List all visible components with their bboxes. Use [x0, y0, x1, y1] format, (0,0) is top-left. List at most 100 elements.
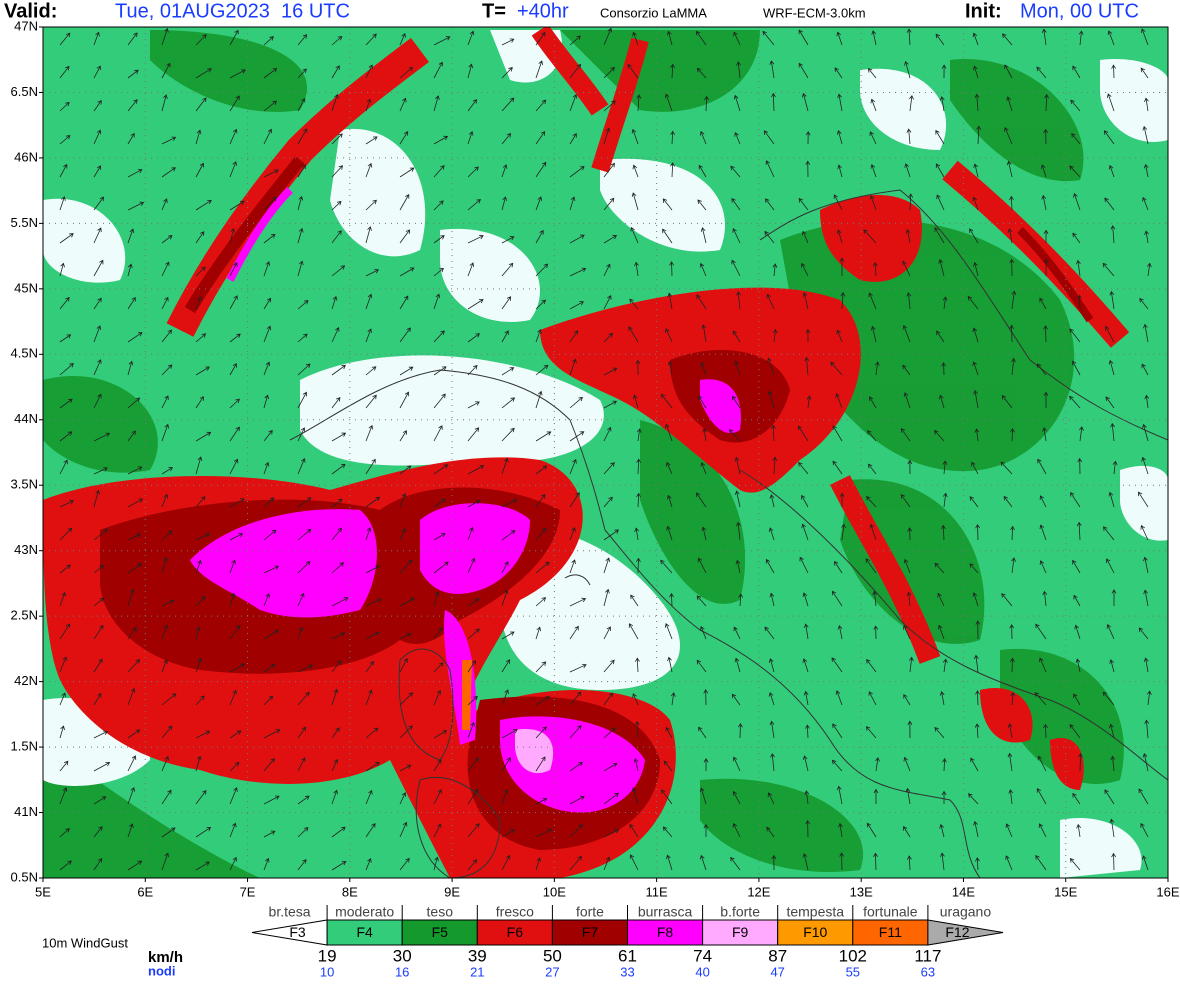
wind-arrow [972, 327, 979, 343]
wind-arrow [297, 333, 308, 343]
wind-arrow [1143, 163, 1149, 178]
wind-arrow [762, 30, 775, 46]
wind-arrow [195, 456, 203, 475]
wind-arrow [535, 431, 552, 442]
wind-arrow [603, 529, 620, 541]
class-name: fortunale [863, 904, 918, 920]
wind-arrow [603, 426, 612, 442]
wind-arrow [93, 359, 102, 376]
wind-arrow [666, 525, 673, 541]
wind-arrow [229, 161, 237, 178]
wind-arrow [93, 597, 105, 607]
wind-arrow [365, 33, 377, 46]
wind-arrow [937, 592, 945, 607]
wind-arrow [263, 461, 270, 475]
wind-arrow [127, 397, 141, 409]
wind-arrow [736, 291, 741, 310]
wind-arrow [664, 93, 673, 112]
wind-arrow [263, 529, 277, 541]
wind-arrow [603, 367, 618, 376]
wind-arrow [229, 426, 240, 442]
wind-arrow [1039, 495, 1047, 508]
wind-arrow [1141, 456, 1149, 475]
wind-arrow [127, 498, 144, 508]
wind-arrow [331, 498, 343, 508]
kmh-value: 61 [618, 946, 637, 965]
wind-arrow [870, 164, 877, 178]
wind-arrow [161, 364, 173, 376]
wind-arrow [535, 161, 547, 178]
wind-arrow [1109, 290, 1115, 310]
wind-arrow [1042, 427, 1047, 442]
wind-arrow [467, 63, 474, 79]
wind-arrow [665, 328, 673, 343]
wind-arrow [331, 133, 343, 145]
valid-value: Tue, 01AUG2023 16 UTC [115, 0, 350, 22]
wind-arrow [399, 391, 410, 409]
wind-arrow [627, 63, 639, 79]
wind-arrow [1001, 395, 1013, 409]
wind-arrow [93, 826, 103, 838]
wind-arrow [732, 790, 741, 805]
wind-arrow [804, 356, 810, 376]
wind-arrow [730, 856, 741, 871]
wind-arrow [974, 93, 980, 112]
wind-arrow [569, 166, 585, 178]
wind-arrow [297, 592, 305, 607]
wind-arrow [467, 333, 480, 343]
wind-arrow [467, 628, 480, 640]
wind-arrow [399, 366, 414, 376]
wind-arrow [195, 861, 210, 871]
wind-arrow [765, 198, 775, 211]
wind-arrow [670, 692, 676, 706]
wind-arrow [772, 263, 778, 277]
wind-arrow [1007, 752, 1013, 772]
wind-arrow [501, 196, 507, 211]
wind-arrow [569, 234, 585, 244]
class-name: forte [576, 904, 604, 920]
wind-arrow [195, 626, 201, 640]
wind-arrow [535, 99, 547, 112]
wind-arrow [263, 100, 277, 112]
wind-arrow [973, 389, 979, 409]
wind-arrow [936, 194, 945, 211]
wind-arrow [331, 200, 342, 211]
wind-arrow [433, 36, 451, 46]
wind-arrow [635, 359, 641, 376]
wind-arrow [467, 823, 480, 838]
wind-arrow [870, 98, 877, 112]
wind-arrow [127, 168, 143, 178]
wind-arrow [161, 789, 172, 805]
wind-arrow [59, 262, 65, 277]
wind-arrow [467, 364, 478, 376]
wind-arrow [161, 493, 169, 508]
wind-arrow [1035, 623, 1047, 640]
t-label: T= [482, 0, 506, 22]
wind-arrow [195, 496, 206, 508]
wind-arrow [297, 691, 310, 706]
wind-arrow [702, 427, 707, 442]
wind-arrow [939, 691, 945, 706]
wind-arrow [798, 29, 809, 46]
wind-arrow [670, 162, 675, 178]
wind-arrow [331, 364, 346, 376]
wind-arrow [365, 458, 376, 475]
wind-arrow [1140, 822, 1149, 838]
knots-value: 47 [770, 964, 784, 979]
wind-arrow [501, 330, 509, 343]
wind-arrow [1006, 96, 1013, 112]
wind-arrow [1104, 325, 1115, 343]
wind-arrow [127, 687, 136, 706]
wind-arrow [1140, 28, 1149, 46]
wind-arrow [834, 560, 843, 574]
wind-arrow [1108, 164, 1115, 178]
wind-arrow [836, 130, 843, 145]
wind-arrow [59, 499, 75, 508]
wind-arrow [433, 200, 444, 211]
class-name: uragano [940, 904, 992, 920]
wind-arrow [297, 195, 304, 211]
wind-arrow [433, 330, 445, 343]
wind-arrow [1146, 262, 1152, 277]
wind-arrow [902, 324, 911, 343]
